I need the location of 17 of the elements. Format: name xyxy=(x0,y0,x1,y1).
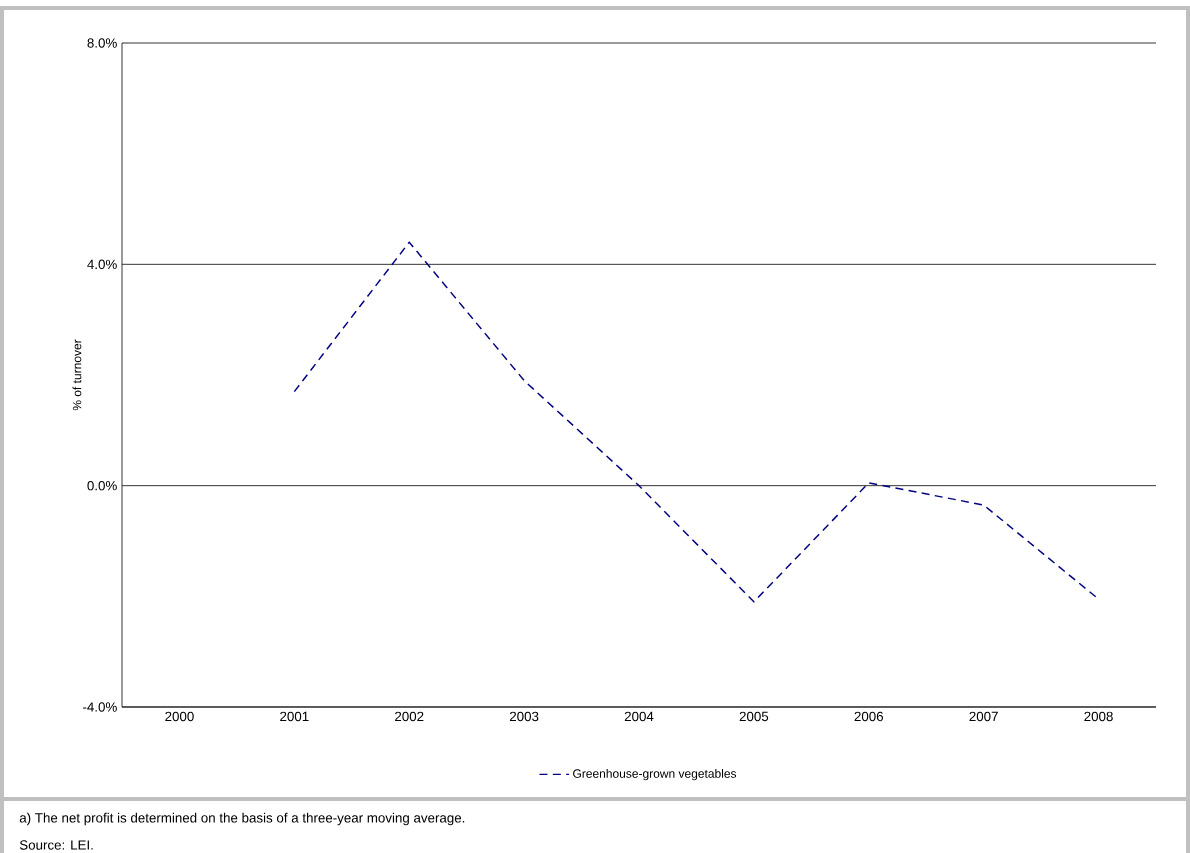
y-tick-label: -4.0% xyxy=(83,702,117,712)
x-tick-label: 2000 xyxy=(165,711,194,722)
text: a) The net profit is determined on the basis of a three-year moving average. xyxy=(19,812,465,826)
y-tick-label: 8.0% xyxy=(87,38,117,48)
x-tick-label: 2005 xyxy=(739,711,769,722)
x-tick-label: 2007 xyxy=(969,711,998,722)
y-axis-title: % of turnover xyxy=(72,339,82,411)
legend-label: Greenhouse-grown vegetables xyxy=(573,769,737,781)
x-tick-label: 2004 xyxy=(624,711,654,722)
y-tick-label: 0.0% xyxy=(87,480,117,491)
x-tick-label: 2002 xyxy=(395,711,424,722)
x-tick-label: 2001 xyxy=(280,711,309,722)
source-note: Source: LEI. xyxy=(19,840,93,850)
x-tick-label: 2003 xyxy=(509,711,539,722)
y-tick-label: 4.0% xyxy=(87,259,117,270)
x-tick-label: 2008 xyxy=(1084,711,1113,722)
x-tick-label: 2006 xyxy=(854,711,884,722)
